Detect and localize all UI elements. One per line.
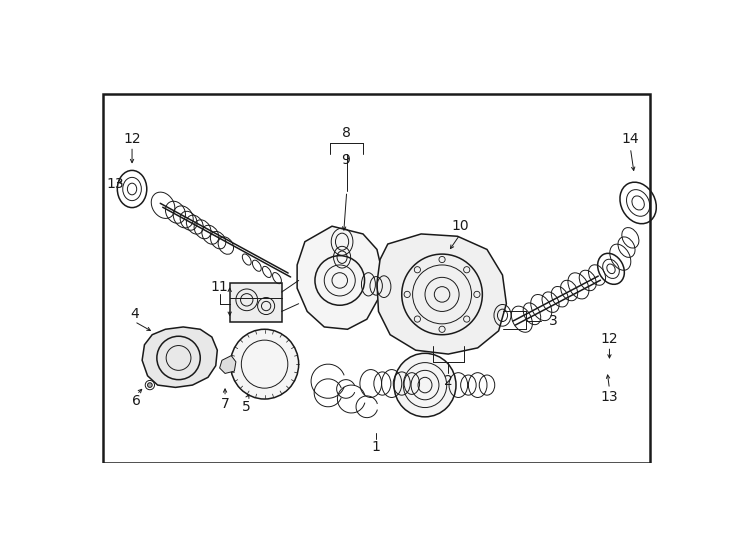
- Text: 3: 3: [548, 314, 557, 328]
- Ellipse shape: [394, 353, 456, 417]
- Text: 6: 6: [132, 394, 141, 408]
- Text: 4: 4: [130, 307, 139, 321]
- Ellipse shape: [230, 329, 299, 399]
- Text: 1: 1: [371, 440, 381, 454]
- Text: 12: 12: [123, 132, 141, 146]
- Text: 2: 2: [444, 374, 453, 388]
- Polygon shape: [230, 283, 282, 321]
- Text: 13: 13: [600, 390, 618, 404]
- Text: 10: 10: [451, 219, 469, 233]
- Text: 14: 14: [622, 132, 639, 146]
- Text: 13: 13: [106, 177, 124, 191]
- Text: 12: 12: [600, 332, 618, 346]
- Circle shape: [148, 383, 152, 387]
- Text: 8: 8: [341, 126, 350, 140]
- Text: 5: 5: [242, 400, 251, 414]
- Text: 11: 11: [211, 280, 228, 294]
- Polygon shape: [142, 327, 217, 387]
- Polygon shape: [297, 226, 382, 329]
- Polygon shape: [377, 234, 506, 354]
- Polygon shape: [219, 356, 236, 374]
- Text: 9: 9: [341, 153, 350, 167]
- Text: 7: 7: [221, 397, 230, 411]
